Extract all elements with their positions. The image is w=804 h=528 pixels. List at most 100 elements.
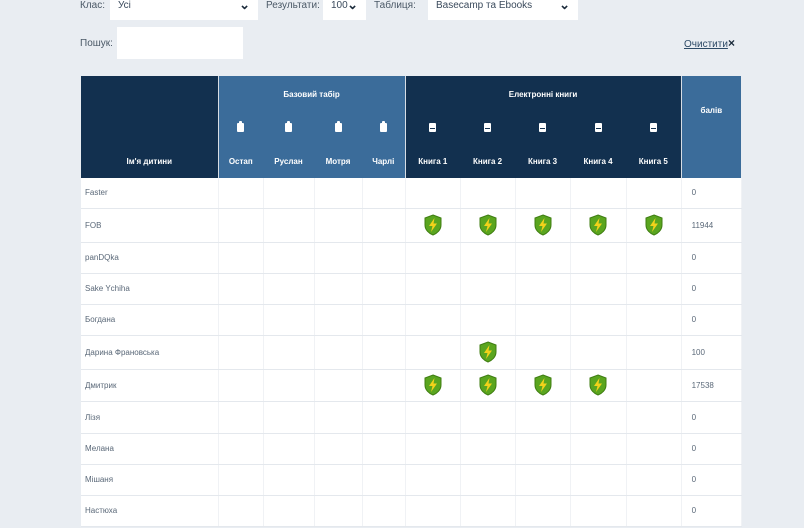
- ebook-cell: [570, 369, 627, 402]
- table-row: Sake Ychiha 0: [81, 273, 742, 305]
- ebook-cell: [460, 178, 516, 209]
- close-icon[interactable]: ×: [728, 36, 736, 50]
- ebook-cell: [570, 304, 627, 336]
- search-input[interactable]: [117, 27, 243, 59]
- ebook-cell: [626, 178, 682, 209]
- table-select[interactable]: Basecamp та Ebooks ⌄: [428, 0, 578, 20]
- basecamp-cell: [314, 335, 363, 370]
- basecamp-cell: [314, 242, 363, 274]
- score-value: 0: [680, 401, 742, 434]
- score-value: 0: [680, 433, 742, 465]
- table-select-value: Basecamp та Ebooks: [436, 0, 533, 11]
- ebook-cell: [570, 335, 627, 370]
- book-icon-cell: [460, 112, 516, 144]
- column-header-basecamp[interactable]: Руслан: [263, 144, 314, 178]
- column-header-basecamp[interactable]: Мотря: [314, 144, 362, 178]
- basecamp-cell: [263, 464, 315, 496]
- clear-link[interactable]: Очистити: [684, 39, 728, 50]
- column-header-ebook[interactable]: Книга 4: [570, 144, 627, 178]
- column-header-basecamp[interactable]: Чарлі: [362, 144, 406, 178]
- clipboard-icon-cell: [362, 112, 406, 144]
- child-name: Дмитрик: [81, 369, 219, 402]
- clipboard-icon-cell: [263, 112, 314, 144]
- score-header[interactable]: балів: [680, 76, 742, 144]
- ebook-cell: [404, 242, 461, 274]
- basecamp-cell: [263, 369, 315, 402]
- basecamp-cell: [314, 369, 363, 402]
- chevron-down-icon: ⌄: [347, 0, 358, 12]
- ebook-cell: [404, 178, 461, 209]
- score-value: 0: [680, 304, 742, 336]
- class-select[interactable]: Усі ⌄: [110, 0, 258, 20]
- child-name: Faster: [81, 178, 219, 209]
- book-icon: [649, 122, 657, 132]
- progress-table: Базовий табір Електронні книги балів Ім'…: [81, 76, 742, 527]
- basecamp-cell: [362, 369, 406, 402]
- lightning-shield-icon: [479, 214, 497, 236]
- score-value: 100: [680, 335, 742, 370]
- ebook-cell: [404, 273, 461, 305]
- score-value: 0: [680, 464, 742, 496]
- basecamp-cell: [362, 208, 406, 243]
- results-select[interactable]: 100 ⌄: [323, 0, 366, 20]
- results-label: Результати:: [266, 0, 320, 11]
- ebook-cell: [460, 208, 516, 243]
- child-name: Настюха: [81, 495, 219, 527]
- column-header-basecamp[interactable]: Остап: [217, 144, 263, 178]
- basecamp-cell: [314, 273, 363, 305]
- ebook-cell: [404, 304, 461, 336]
- lightning-shield-icon: [645, 214, 663, 236]
- lightning-shield-icon: [589, 214, 607, 236]
- chevron-down-icon: ⌄: [559, 0, 570, 12]
- lightning-shield-icon: [424, 214, 442, 236]
- ebook-cell: [626, 369, 682, 402]
- table-row: Лізя 0: [81, 401, 742, 434]
- column-header-ebook[interactable]: Книга 1: [404, 144, 461, 178]
- column-header-ebook[interactable]: Книга 5: [626, 144, 682, 178]
- table-row: panDQka 0: [81, 242, 742, 274]
- class-label: Клас:: [80, 0, 105, 11]
- ebook-cell: [404, 433, 461, 465]
- lightning-shield-icon: [479, 374, 497, 396]
- ebook-cell: [626, 464, 682, 496]
- basecamp-cell: [217, 178, 264, 209]
- table-label: Таблиця:: [374, 0, 416, 11]
- ebook-cell: [460, 433, 516, 465]
- ebook-cell: [626, 242, 682, 274]
- column-header-ebook[interactable]: Книга 3: [515, 144, 571, 178]
- group-header-ebooks: Електронні книги: [404, 76, 682, 112]
- table-row: Faster 0: [81, 178, 742, 209]
- table-row: Дмитрик 17538: [81, 369, 742, 402]
- child-name: Мішаня: [81, 464, 219, 496]
- column-header-ebook[interactable]: Книга 2: [460, 144, 516, 178]
- book-icon-cell: [515, 112, 571, 144]
- name-header[interactable]: Ім'я дитини: [81, 144, 218, 178]
- basecamp-cell: [314, 304, 363, 336]
- ebook-cell: [570, 178, 627, 209]
- child-name: Sake Ychiha: [81, 273, 219, 305]
- lightning-shield-icon: [479, 341, 497, 363]
- basecamp-cell: [263, 304, 315, 336]
- results-select-value: 100: [331, 0, 348, 11]
- ebook-cell: [404, 369, 461, 402]
- ebook-cell: [460, 369, 516, 402]
- table-row: Богдана 0: [81, 304, 742, 336]
- score-value: 0: [680, 273, 742, 305]
- basecamp-cell: [263, 242, 315, 274]
- ebook-cell: [626, 208, 682, 243]
- table-row: Мелана 0: [81, 433, 742, 465]
- filter-bar: Клас: Усі ⌄ Результати: 100 ⌄ Таблиця: B…: [0, 0, 804, 34]
- book-icon: [484, 122, 492, 132]
- ebook-cell: [404, 401, 461, 434]
- child-name: FOB: [81, 208, 219, 243]
- book-icon-cell: [626, 112, 682, 144]
- lightning-shield-icon: [589, 374, 607, 396]
- basecamp-cell: [217, 208, 264, 243]
- child-name: panDQka: [81, 242, 219, 274]
- ebook-cell: [626, 433, 682, 465]
- child-name: Мелана: [81, 433, 219, 465]
- child-name: Лізя: [81, 401, 219, 434]
- score-value: 0: [680, 495, 742, 527]
- basecamp-cell: [314, 208, 363, 243]
- basecamp-cell: [217, 464, 264, 496]
